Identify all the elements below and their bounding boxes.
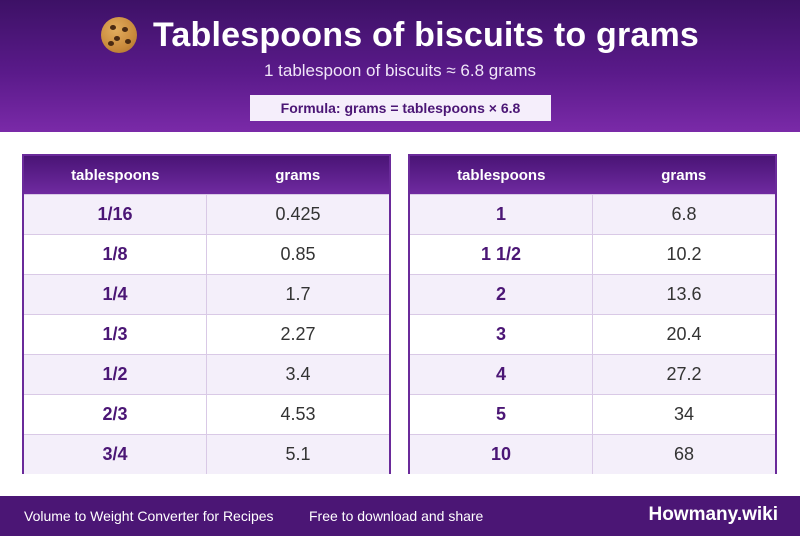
table-row: 3 20.4: [410, 314, 775, 354]
page-subtitle: 1 tablespoon of biscuits ≈ 6.8 grams: [263, 61, 537, 80]
table-body: 1/16 0.425 1/8 0.85 1/4 1.7 1/3 2.27 1/2 3.4 …: [24, 194, 389, 474]
grams-cell: 1.7: [285, 284, 311, 304]
header-banner: Tablespoons of biscuits to grams 1 table…: [0, 0, 800, 132]
table-row: 10 68: [410, 434, 775, 474]
title-row: Tablespoons of biscuits to grams: [0, 14, 800, 56]
tablespoons-cell: 1/2: [24, 355, 207, 394]
table-body: 1 6.8 1 1/2 10.2 2 13.6 3 20.4 4 27.2 5 34 10 6…: [410, 194, 775, 474]
grams-cell: 10.2: [666, 244, 702, 264]
table-header: tablespoons grams: [24, 156, 389, 194]
grams-cell: 3.4: [285, 364, 311, 384]
grams-cell: 34: [673, 404, 695, 424]
table-row: 1/2 3.4: [24, 354, 389, 394]
brand-logo[interactable]: Howmany.wiki: [648, 504, 778, 525]
table-row: 1/4 1.7: [24, 274, 389, 314]
tablespoons-cell: 2: [410, 275, 593, 314]
tablespoons-cell: 3/4: [24, 435, 207, 474]
tablespoons-cell: 2/3: [24, 395, 207, 434]
table-header: tablespoons grams: [410, 156, 775, 194]
table-row: 5 34: [410, 394, 775, 434]
grams-cell: 27.2: [666, 364, 702, 384]
grams-cell: 2.27: [280, 324, 316, 344]
tablespoons-cell: 1: [410, 195, 593, 234]
column-header-tablespoons: tablespoons: [457, 166, 546, 184]
grams-cell: 6.8: [671, 204, 697, 224]
table-row: 1/16 0.425: [24, 194, 389, 234]
conversion-table-right: tablespoons grams 1 6.8 1 1/2 10.2 2 13.6 3…: [408, 154, 777, 474]
footer-converter-text: Volume to Weight Converter for Recipes: [24, 508, 274, 524]
table-row: 1 1/2 10.2: [410, 234, 775, 274]
table-row: 2/3 4.53: [24, 394, 389, 434]
column-header-tablespoons: tablespoons: [71, 166, 160, 184]
formula-box: Formula: grams = tablespoons × 6.8: [250, 95, 551, 121]
tablespoons-cell: 4: [410, 355, 593, 394]
page-title: Tablespoons of biscuits to grams: [152, 15, 700, 54]
tablespoons-cell: 3: [410, 315, 593, 354]
tablespoons-cell: 1/8: [24, 235, 207, 274]
conversion-table-left: tablespoons grams 1/16 0.425 1/8 0.85 1/4 1…: [22, 154, 391, 474]
table-row: 1/8 0.85: [24, 234, 389, 274]
table-row: 1 6.8: [410, 194, 775, 234]
table-row: 1/3 2.27: [24, 314, 389, 354]
grams-cell: 68: [673, 444, 695, 464]
footer-bar: Volume to Weight Converter for Recipes F…: [0, 496, 800, 536]
cookie-icon: [100, 17, 137, 53]
footer-share-text: Free to download and share: [309, 508, 484, 524]
column-header-grams: grams: [275, 166, 321, 184]
tablespoons-cell: 1/3: [24, 315, 207, 354]
grams-cell: 20.4: [666, 324, 702, 344]
grams-cell: 0.425: [275, 204, 321, 224]
grams-cell: 0.85: [280, 244, 316, 264]
grams-cell: 4.53: [280, 404, 316, 424]
tablespoons-cell: 5: [410, 395, 593, 434]
tablespoons-cell: 1/4: [24, 275, 207, 314]
tablespoons-cell: 1 1/2: [410, 235, 593, 274]
grams-cell: 13.6: [666, 284, 702, 304]
grams-cell: 5.1: [285, 444, 311, 464]
table-row: 2 13.6: [410, 274, 775, 314]
tablespoons-cell: 10: [410, 435, 593, 474]
column-header-grams: grams: [661, 166, 707, 184]
tablespoons-cell: 1/16: [24, 195, 207, 234]
table-row: 4 27.2: [410, 354, 775, 394]
table-row: 3/4 5.1: [24, 434, 389, 474]
